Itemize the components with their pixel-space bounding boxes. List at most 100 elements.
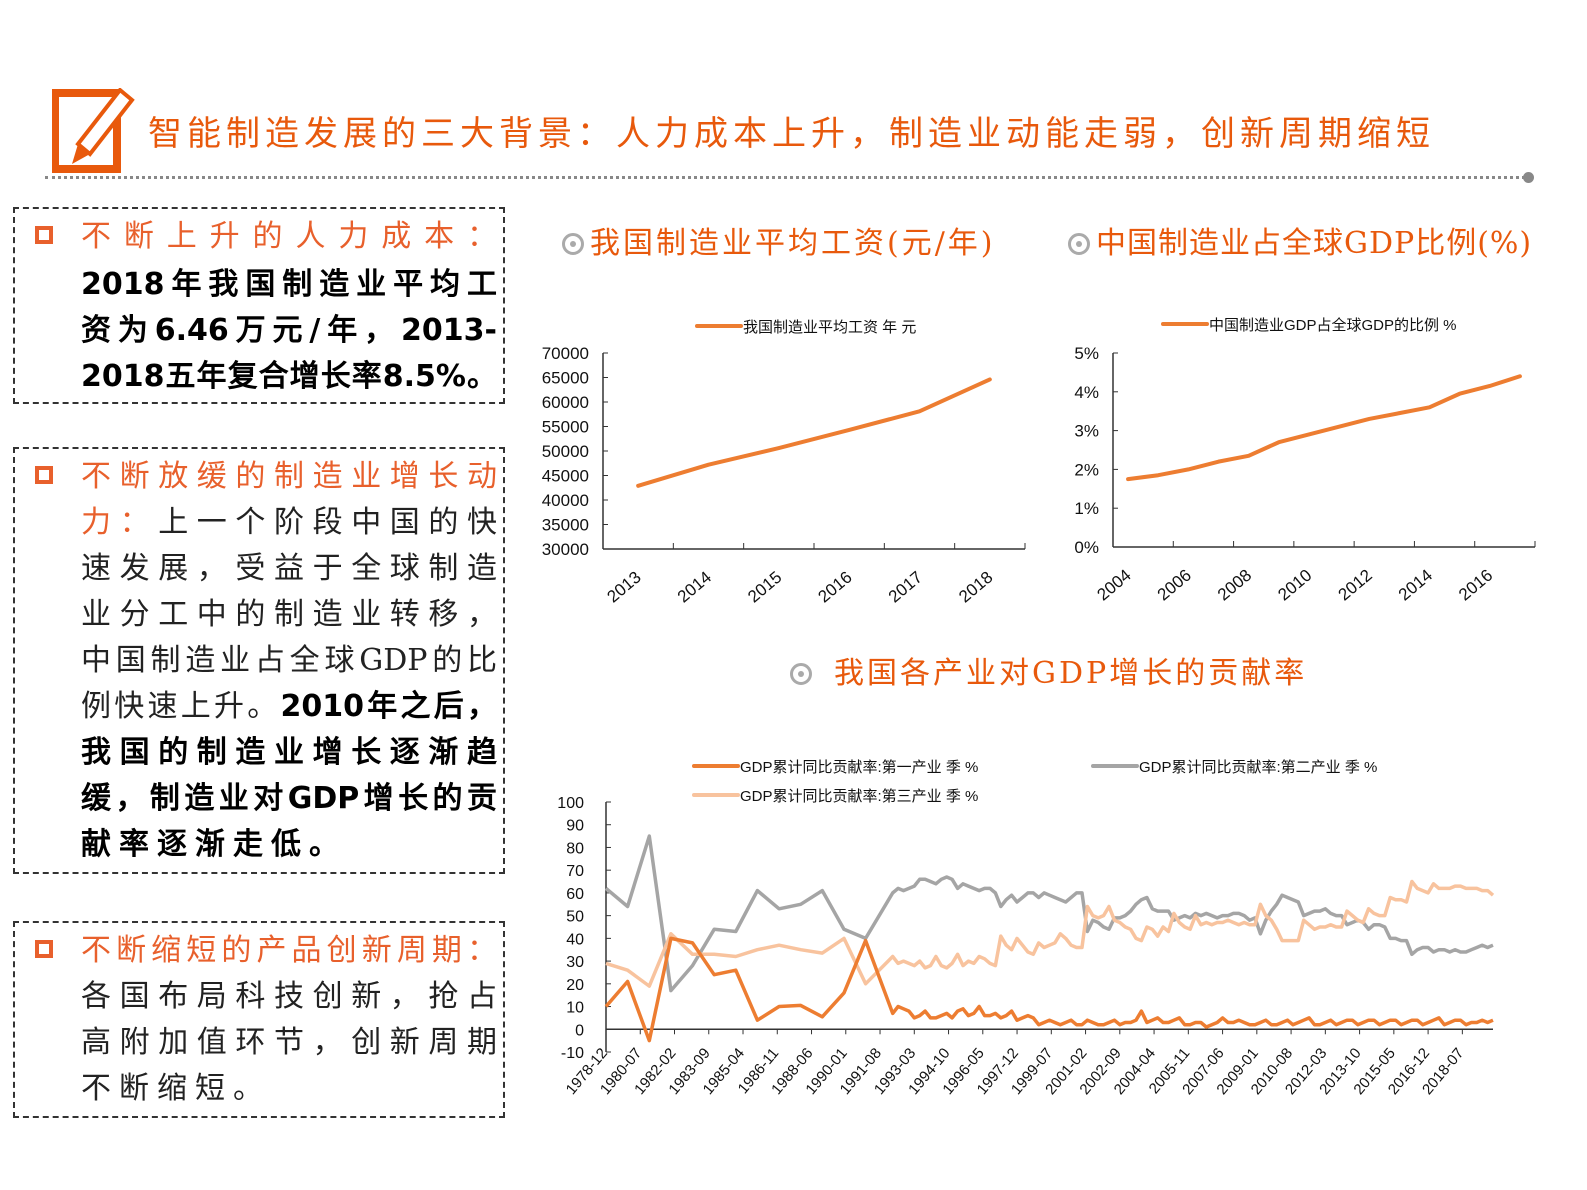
legend-label: GDP累计同比贡献率:第一产业 季 % bbox=[740, 758, 978, 776]
series-line-3 bbox=[605, 879, 1495, 988]
x-tick-label: 2016 bbox=[815, 568, 856, 607]
y-tick-label: 1% bbox=[1074, 499, 1099, 518]
y-tick-label: 0% bbox=[1074, 538, 1099, 557]
y-tick-label: 0 bbox=[575, 1022, 584, 1039]
box-text: 业分工中的制造业转移， bbox=[81, 597, 497, 632]
box-text: 高附加值环节，创新周期 bbox=[81, 1025, 497, 1060]
text-line: 各国布局科技创新，抢占 bbox=[81, 974, 497, 1020]
y-tick-label: 100 bbox=[557, 795, 584, 812]
box-heading: 力： bbox=[81, 505, 159, 540]
x-tick-label: 2008 bbox=[1214, 566, 1255, 605]
y-tick-label: 80 bbox=[566, 840, 584, 857]
text-line: 不断缩短的产品创新周期： bbox=[81, 928, 497, 974]
page-title: 智能制造发展的三大背景：人力成本上升，制造业动能走弱，创新周期缩短 bbox=[148, 114, 1435, 154]
y-tick-label: 60 bbox=[566, 886, 584, 903]
box-text: 不断缩短。 bbox=[81, 1071, 271, 1106]
y-tick-label: 10 bbox=[566, 1000, 584, 1017]
legend-label: 我国制造业平均工资 年 元 bbox=[743, 319, 916, 336]
y-tick-label: 20 bbox=[566, 977, 584, 994]
series-line-2 bbox=[604, 834, 1494, 993]
box-text: 例快速上升。 bbox=[81, 689, 281, 724]
radio-bullet-icon bbox=[790, 663, 812, 685]
legend-label: 中国制造业GDP占全球GDP的比例 % bbox=[1209, 316, 1457, 334]
chart-title-share: 中国制造业占全球GDP比例(%) bbox=[1068, 218, 1532, 262]
square-bullet-icon bbox=[35, 466, 53, 484]
text-line: 资为6.46万元/年，2013- bbox=[81, 308, 497, 354]
y-tick-label: -10 bbox=[561, 1045, 584, 1062]
box-text: 2018五年复合增长率8.5%。 bbox=[81, 359, 497, 394]
divider-end-dot bbox=[1523, 172, 1534, 183]
box-text: 我国的制造业增长逐渐趋 bbox=[81, 735, 497, 770]
series-line-1 bbox=[604, 936, 1494, 1043]
text-line: 不断放缓的制造业增长动 bbox=[81, 454, 497, 500]
x-tick-label: 2015 bbox=[744, 568, 785, 607]
chart-title-text: 我国制造业平均工资(元/年) bbox=[590, 226, 996, 261]
box-labor-cost: 不断上升的人力成本： 2018年我国制造业平均工 资为6.46万元/年，2013- 2… bbox=[13, 207, 505, 404]
text-line: 中国制造业占全球GDP的比 bbox=[81, 638, 497, 684]
text-line: 缓，制造业对GDP增长的贡 bbox=[81, 776, 497, 822]
x-tick-label: 2012 bbox=[1335, 566, 1376, 605]
series-line bbox=[1126, 374, 1522, 482]
text-line: 我国的制造业增长逐渐趋 bbox=[81, 730, 497, 776]
chart-title-wage: 我国制造业平均工资(元/年) bbox=[562, 218, 996, 262]
box-heading: 不断上升的人力成本： bbox=[81, 219, 497, 254]
text-line: 献率逐渐走低。 bbox=[81, 822, 497, 868]
y-tick-label: 2% bbox=[1074, 460, 1099, 479]
square-bullet-icon bbox=[35, 940, 53, 958]
y-tick-label: 40 bbox=[566, 931, 584, 948]
legend-label: GDP累计同比贡献率:第二产业 季 % bbox=[1139, 758, 1377, 776]
y-tick-label: 70 bbox=[566, 863, 584, 880]
text-line: 不断上升的人力成本： bbox=[81, 214, 497, 260]
x-tick-label: 2014 bbox=[1395, 566, 1436, 605]
text-line: 力：上一个阶段中国的快 bbox=[81, 500, 497, 546]
x-tick-label: 2017 bbox=[885, 568, 926, 607]
text-line: 2018五年复合增长率8.5%。 bbox=[81, 354, 497, 400]
text-line: 2018年我国制造业平均工 bbox=[81, 262, 497, 308]
x-tick-label: 2013 bbox=[604, 568, 645, 607]
box-manufacturing-momentum: 不断放缓的制造业增长动 力：上一个阶段中国的快 速发展，受益于全球制造 业分工中的制造… bbox=[13, 447, 505, 874]
y-tick-label: 3% bbox=[1074, 422, 1099, 441]
square-bullet-icon bbox=[35, 226, 53, 244]
text-line: 业分工中的制造业转移， bbox=[81, 592, 497, 638]
chart-title-contrib: 我国各产业对GDP增长的贡献率 bbox=[790, 648, 1307, 692]
text-line: 速发展，受益于全球制造 bbox=[81, 546, 497, 592]
y-tick-label: 90 bbox=[566, 818, 584, 835]
y-tick-label: 70000 bbox=[542, 344, 589, 363]
series-line bbox=[636, 377, 992, 488]
y-tick-label: 60000 bbox=[542, 393, 589, 412]
x-tick-label: 2010 bbox=[1274, 566, 1315, 605]
y-tick-label: 45000 bbox=[542, 467, 589, 486]
x-tick-label: 2014 bbox=[674, 568, 715, 607]
chart-title-text: 中国制造业占全球GDP比例(%) bbox=[1096, 226, 1533, 261]
x-tick-label: 2016 bbox=[1455, 566, 1496, 605]
y-tick-label: 30000 bbox=[542, 540, 589, 559]
y-tick-label: 35000 bbox=[542, 516, 589, 535]
y-tick-label: 5% bbox=[1074, 344, 1099, 363]
y-tick-label: 55000 bbox=[542, 418, 589, 437]
box-innovation-cycle: 不断缩短的产品创新周期： 各国布局科技创新，抢占 高附加值环节，创新周期 不断缩短。 bbox=[13, 921, 505, 1118]
box-text: 2010年之后， bbox=[280, 689, 498, 724]
text-line: 高附加值环节，创新周期 bbox=[81, 1020, 497, 1066]
y-tick-label: 40000 bbox=[542, 491, 589, 510]
y-tick-label: 30 bbox=[566, 954, 584, 971]
radio-bullet-icon bbox=[562, 233, 584, 255]
box-text: 资为6.46万元/年，2013- bbox=[81, 313, 497, 348]
pencil-square-icon bbox=[51, 87, 135, 173]
y-tick-label: 4% bbox=[1074, 383, 1099, 402]
y-tick-label: 65000 bbox=[542, 369, 589, 388]
radio-bullet-icon bbox=[1068, 233, 1090, 255]
box-text: 缓，制造业对GDP增长的贡 bbox=[81, 781, 497, 816]
legend-label: GDP累计同比贡献率:第三产业 季 % bbox=[740, 787, 978, 805]
text-line: 例快速上升。2010年之后， bbox=[81, 684, 497, 730]
box-text: 各国布局科技创新，抢占 bbox=[81, 979, 497, 1014]
box-heading: 不断放缓的制造业增长动 bbox=[81, 459, 497, 494]
box-text: 上一个阶段中国的快 bbox=[158, 505, 498, 540]
y-tick-label: 50 bbox=[566, 909, 584, 926]
text-line: 不断缩短。 bbox=[81, 1066, 497, 1112]
box-text: 2018年我国制造业平均工 bbox=[81, 267, 497, 302]
title-divider bbox=[45, 176, 1525, 179]
box-text: 献率逐渐走低。 bbox=[81, 827, 347, 862]
chart-title-text: 我国各产业对GDP增长的贡献率 bbox=[834, 656, 1308, 691]
x-tick-label: 2018 bbox=[955, 568, 996, 607]
